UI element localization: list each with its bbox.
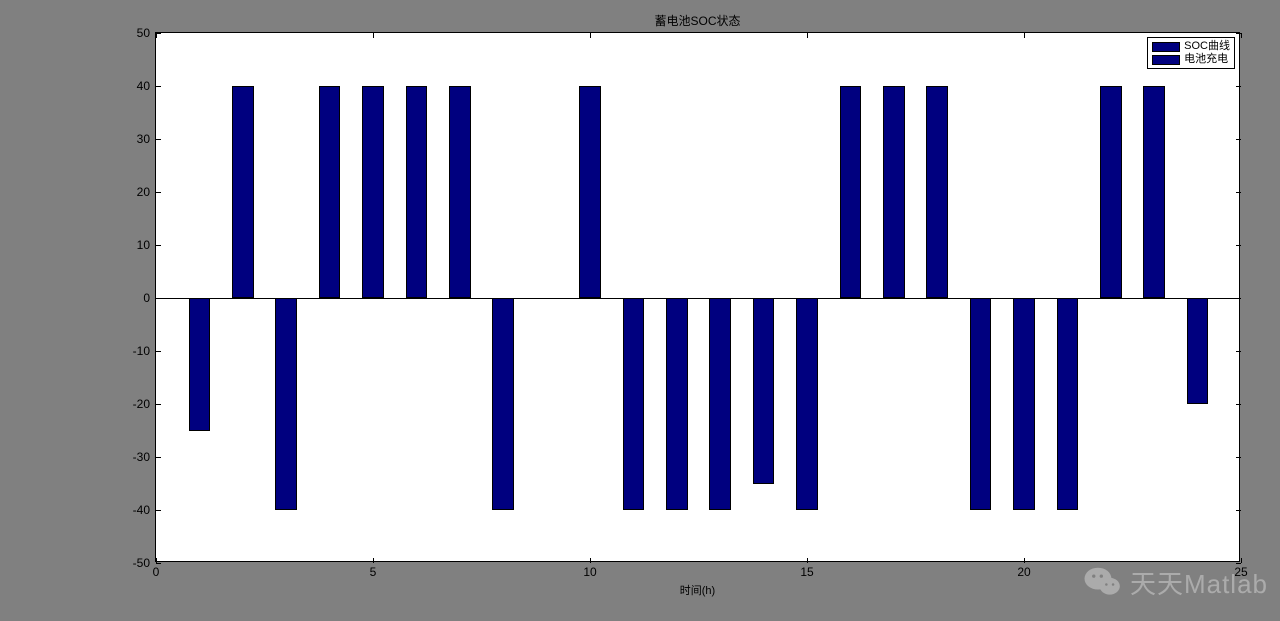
x-axis-label: 时间(h) <box>155 582 1240 598</box>
bar <box>666 298 688 510</box>
y-tick-mark <box>156 86 161 87</box>
legend-item: SOC曲线 <box>1152 40 1230 53</box>
bar <box>449 86 471 298</box>
x-tick-mark <box>373 558 374 563</box>
y-tick-mark <box>1236 404 1241 405</box>
x-tick-mark <box>1241 33 1242 38</box>
x-tick-mark <box>807 558 808 563</box>
y-tick-label: 30 <box>137 132 150 146</box>
bar <box>1100 86 1122 298</box>
x-tick-mark <box>590 33 591 38</box>
y-tick-label: 50 <box>137 26 150 40</box>
bar <box>1187 298 1209 404</box>
y-tick-mark <box>1236 351 1241 352</box>
legend-box: SOC曲线电池充电 <box>1147 37 1235 69</box>
figure-window: 蓄电池SOC状态 -50-40-30-20-1001020304050 0510… <box>0 0 1280 621</box>
chart-title: 蓄电池SOC状态 <box>155 12 1240 29</box>
bar <box>1143 86 1165 298</box>
bar <box>796 298 818 510</box>
bar <box>189 298 211 431</box>
chart-axes: -50-40-30-20-1001020304050 0510152025 SO… <box>155 32 1240 562</box>
x-tick-mark <box>590 558 591 563</box>
y-tick-mark <box>1236 245 1241 246</box>
bar <box>753 298 775 484</box>
legend-item: 电池充电 <box>1152 53 1230 66</box>
y-tick-mark <box>156 351 161 352</box>
legend-label: SOC曲线 <box>1184 40 1230 53</box>
y-tick-mark <box>156 510 161 511</box>
bar <box>970 298 992 510</box>
legend-swatch <box>1152 42 1180 52</box>
x-tick-label: 0 <box>153 565 160 579</box>
y-tick-label: 10 <box>137 238 150 252</box>
y-tick-mark <box>156 139 161 140</box>
y-tick-label: -20 <box>133 397 150 411</box>
bar <box>623 298 645 510</box>
y-tick-mark <box>1236 86 1241 87</box>
bar <box>926 86 948 298</box>
x-tick-label: 10 <box>583 565 596 579</box>
wechat-icon <box>1082 561 1124 603</box>
bar <box>232 86 254 298</box>
y-tick-mark <box>1236 510 1241 511</box>
y-tick-mark <box>156 245 161 246</box>
x-tick-mark <box>156 33 157 38</box>
y-tick-mark <box>1236 139 1241 140</box>
x-tick-label: 15 <box>800 565 813 579</box>
y-tick-label: -10 <box>133 344 150 358</box>
bar <box>492 298 514 510</box>
y-tick-label: -30 <box>133 450 150 464</box>
y-tick-mark <box>156 563 161 564</box>
bar <box>275 298 297 510</box>
bar <box>709 298 731 510</box>
y-tick-mark <box>156 404 161 405</box>
bar <box>883 86 905 298</box>
bar <box>1013 298 1035 510</box>
y-tick-mark <box>1236 192 1241 193</box>
y-tick-mark <box>1236 457 1241 458</box>
bar <box>406 86 428 298</box>
x-tick-label: 20 <box>1017 565 1030 579</box>
y-tick-mark <box>156 298 161 299</box>
y-tick-label: 40 <box>137 79 150 93</box>
watermark-text: 天天Matlab <box>1130 564 1268 601</box>
x-tick-mark <box>1024 33 1025 38</box>
legend-label: 电池充电 <box>1184 53 1228 66</box>
y-tick-label: 20 <box>137 185 150 199</box>
x-tick-mark <box>1024 558 1025 563</box>
y-tick-label: -40 <box>133 503 150 517</box>
x-tick-mark <box>373 33 374 38</box>
y-tick-label: -50 <box>133 556 150 570</box>
bar <box>840 86 862 298</box>
y-tick-label: 0 <box>143 291 150 305</box>
y-tick-mark <box>1236 298 1241 299</box>
watermark: 天天Matlab <box>1082 561 1268 603</box>
bar <box>1057 298 1079 510</box>
legend-swatch <box>1152 55 1180 65</box>
bar <box>319 86 341 298</box>
bar <box>579 86 601 298</box>
x-tick-label: 5 <box>370 565 377 579</box>
y-tick-mark <box>156 192 161 193</box>
y-tick-mark <box>156 457 161 458</box>
x-tick-mark <box>807 33 808 38</box>
bar <box>362 86 384 298</box>
x-tick-mark <box>156 558 157 563</box>
